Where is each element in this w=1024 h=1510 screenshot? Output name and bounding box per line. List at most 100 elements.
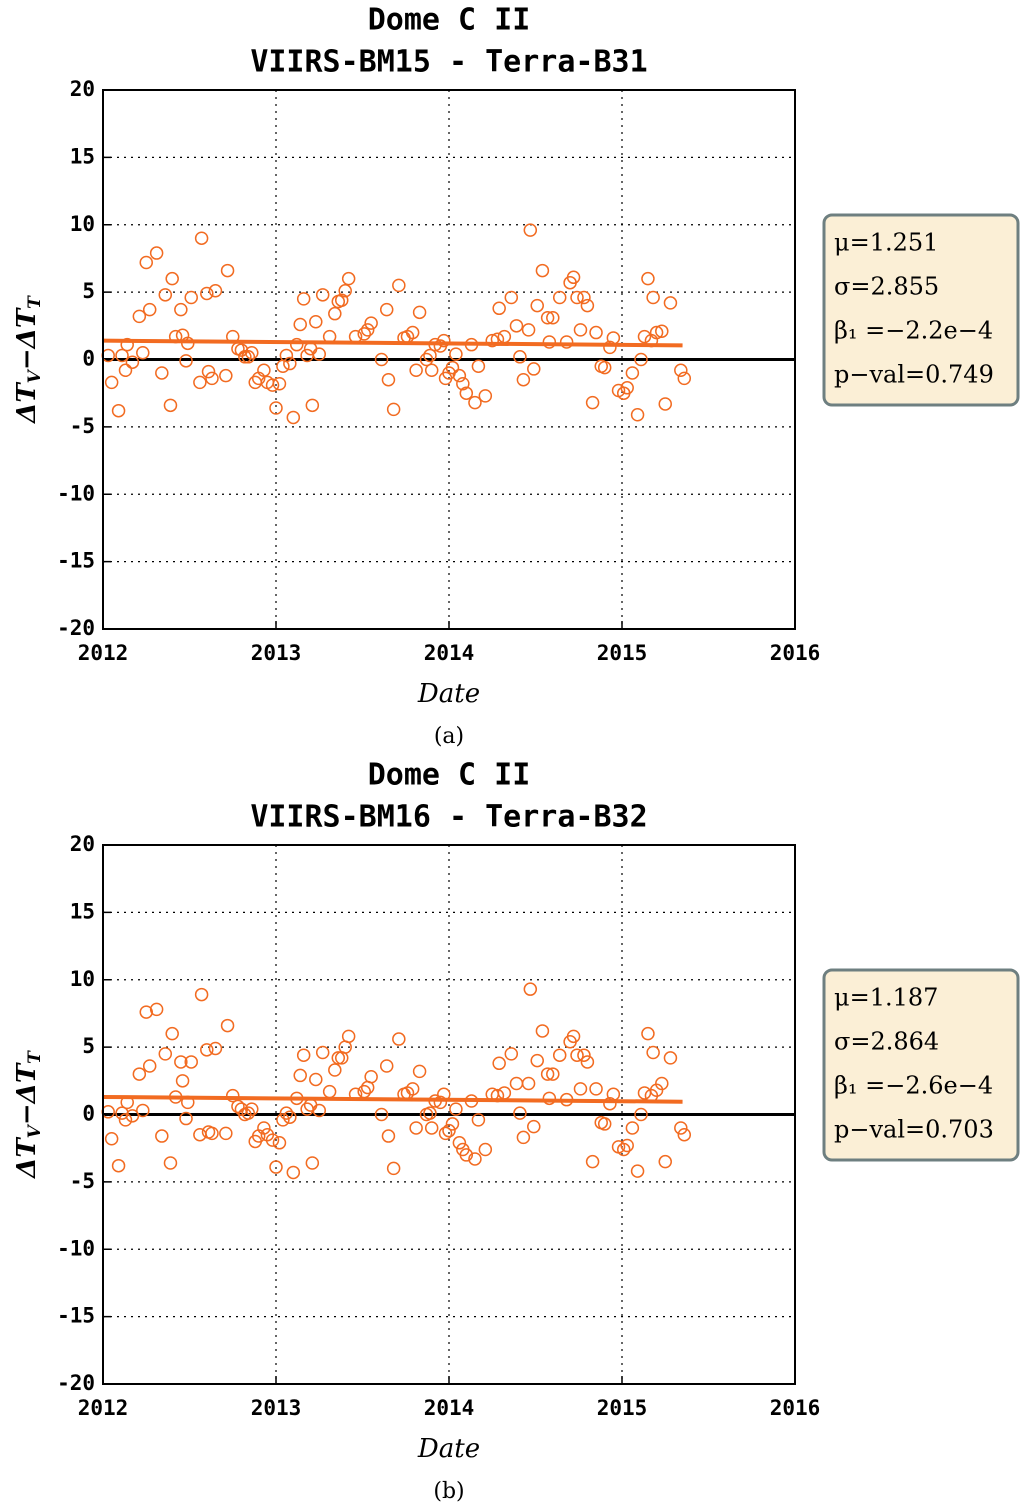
data-point bbox=[663, 1051, 678, 1065]
data-point bbox=[409, 1121, 423, 1135]
stats-line: p−val=0.749 bbox=[834, 361, 994, 389]
stats-line: μ=1.187 bbox=[834, 984, 938, 1012]
data-point bbox=[585, 395, 600, 410]
data-point bbox=[118, 363, 133, 378]
data-point bbox=[655, 1076, 669, 1091]
data-point bbox=[364, 316, 378, 330]
data-point bbox=[452, 368, 467, 383]
data-point bbox=[523, 982, 538, 996]
data-point bbox=[132, 1067, 147, 1081]
data-point bbox=[115, 348, 129, 363]
stats-line: σ=2.855 bbox=[834, 273, 939, 301]
y-axis-label-part: V bbox=[25, 1123, 45, 1138]
data-point bbox=[516, 372, 531, 387]
data-point bbox=[663, 296, 678, 310]
data-point bbox=[231, 1099, 245, 1114]
y-tick-label: -15 bbox=[57, 1304, 95, 1328]
x-tick-label: 2014 bbox=[424, 1396, 475, 1420]
data-point bbox=[338, 284, 352, 298]
data-point bbox=[405, 1082, 420, 1096]
plot-frame bbox=[102, 89, 796, 630]
data-point bbox=[445, 360, 460, 375]
data-point bbox=[357, 327, 371, 341]
data-point bbox=[546, 310, 560, 325]
y-axis-label-part: V bbox=[25, 368, 45, 383]
data-point bbox=[293, 317, 307, 332]
data-point bbox=[471, 359, 486, 373]
data-point bbox=[405, 325, 420, 340]
stats-line: p−val=0.703 bbox=[834, 1116, 994, 1144]
data-point bbox=[245, 1102, 259, 1116]
chart-subtitle: VIIRS-BM16 - Terra-B32 bbox=[250, 800, 647, 835]
data-point bbox=[184, 290, 198, 305]
data-point bbox=[497, 329, 512, 344]
data-point bbox=[542, 335, 557, 349]
data-point bbox=[139, 1005, 153, 1019]
data-point bbox=[589, 1082, 603, 1096]
data-point bbox=[630, 407, 645, 422]
data-point bbox=[269, 1160, 283, 1174]
data-point bbox=[577, 290, 591, 305]
data-point bbox=[540, 1067, 555, 1081]
data-point bbox=[120, 337, 134, 352]
y-tick-label: 0 bbox=[82, 1102, 95, 1126]
data-point bbox=[449, 347, 463, 361]
data-point bbox=[630, 1164, 645, 1178]
data-point bbox=[527, 1119, 541, 1134]
data-point bbox=[674, 363, 688, 378]
fit-line bbox=[102, 338, 683, 348]
data-point bbox=[241, 1106, 256, 1120]
data-point bbox=[276, 1113, 290, 1127]
x-axis-label: Date bbox=[417, 679, 480, 709]
data-point bbox=[513, 350, 527, 364]
data-point bbox=[283, 356, 297, 371]
data-point bbox=[219, 1126, 233, 1141]
y-tick-label: 5 bbox=[82, 279, 95, 303]
data-point bbox=[290, 337, 304, 352]
data-point bbox=[201, 364, 216, 379]
data-point bbox=[523, 223, 538, 237]
data-point bbox=[478, 389, 493, 403]
data-point bbox=[452, 1136, 467, 1150]
data-point bbox=[504, 1047, 519, 1061]
data-point bbox=[305, 398, 320, 413]
data-point bbox=[386, 1161, 401, 1176]
data-point bbox=[179, 354, 193, 368]
data-point bbox=[459, 386, 474, 400]
data-point bbox=[497, 1086, 512, 1100]
data-point bbox=[364, 1070, 378, 1084]
data-point bbox=[241, 350, 256, 364]
data-point bbox=[293, 1068, 307, 1083]
data-point bbox=[265, 378, 280, 392]
data-point bbox=[374, 352, 389, 367]
data-point bbox=[423, 348, 437, 363]
data-point bbox=[184, 1055, 198, 1069]
data-point bbox=[634, 352, 648, 367]
y-tick-label: 20 bbox=[70, 832, 95, 856]
data-point bbox=[136, 1103, 150, 1118]
x-tick-label: 2012 bbox=[78, 1396, 129, 1420]
data-point bbox=[174, 302, 188, 317]
data-point bbox=[573, 323, 588, 337]
data-point bbox=[158, 288, 173, 302]
data-point bbox=[412, 305, 427, 320]
x-axis-label: Date bbox=[417, 1434, 480, 1464]
data-point bbox=[471, 1113, 486, 1127]
data-point bbox=[468, 1152, 482, 1166]
data-point bbox=[296, 292, 311, 306]
chart-title: Dome C II bbox=[368, 3, 531, 38]
data-point bbox=[509, 319, 524, 333]
data-point bbox=[331, 1051, 346, 1065]
data-point bbox=[158, 1047, 173, 1061]
data-point bbox=[649, 325, 664, 340]
x-tick-label: 2016 bbox=[770, 1396, 821, 1420]
y-axis-label-part: T bbox=[25, 295, 45, 309]
data-point bbox=[573, 1082, 588, 1096]
x-tick-label: 2014 bbox=[424, 641, 475, 665]
data-point bbox=[136, 346, 150, 360]
y-tick-label: -20 bbox=[57, 1371, 95, 1395]
x-tick-label: 2013 bbox=[251, 1396, 302, 1420]
data-point bbox=[597, 1117, 612, 1131]
chart-title: Dome C II bbox=[368, 758, 531, 793]
data-point bbox=[303, 341, 318, 356]
